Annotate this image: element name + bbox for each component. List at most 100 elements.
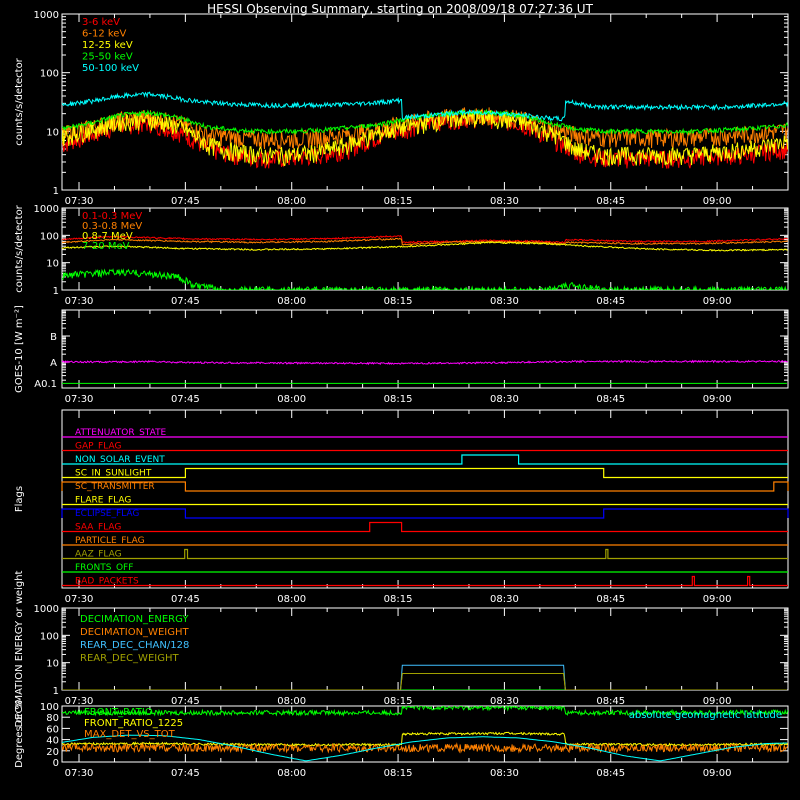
- annotation-label: absolute geomagnetic latitude: [629, 710, 782, 721]
- flag-line: [62, 467, 788, 479]
- legend-entry: 50-100 keV: [82, 63, 139, 74]
- x-tick-label: 08:45: [596, 768, 625, 779]
- flag-line: [62, 575, 788, 587]
- x-tick-label: 07:45: [171, 594, 200, 605]
- y-tick-label: 0: [53, 758, 59, 769]
- x-tick-label: 08:30: [490, 594, 519, 605]
- x-tick-label: 09:00: [703, 594, 732, 605]
- x-tick-label: 09:00: [703, 768, 732, 779]
- legend-entry: FRONT_RATIO: [84, 707, 153, 718]
- flag-line: [62, 454, 788, 465]
- legend-entry: 6-12 keV: [82, 29, 126, 40]
- x-tick-label: 07:45: [171, 696, 200, 707]
- x-tick-label: 07:45: [171, 394, 200, 405]
- x-tick-label: 07:45: [171, 296, 200, 307]
- series-line: [62, 734, 787, 762]
- flag-label: SC_IN_SUNLIGHT: [75, 469, 152, 479]
- y-tick-label: 10: [46, 659, 59, 670]
- y-tick-label: 1: [53, 186, 59, 197]
- flag-label: SAA_FLAG: [75, 523, 121, 533]
- flag-line: [61, 481, 789, 492]
- legend-entry: 0.8-7 MeV: [82, 231, 133, 242]
- y-tick-label: 60: [46, 724, 59, 735]
- y-tick-label: 100: [40, 631, 59, 642]
- flag-label: ECLIPSE_FLAG: [75, 509, 139, 519]
- flag-label: NON_SOLAR_EVENT: [75, 455, 165, 465]
- y-tick-label: B: [50, 332, 57, 343]
- series-group: [62, 706, 788, 762]
- x-tick-label: 07:30: [65, 768, 94, 779]
- flag-line: [61, 508, 789, 519]
- series-group: [62, 664, 787, 690]
- x-tick-label: 08:30: [490, 768, 519, 779]
- y-tick-label: 10: [46, 127, 59, 138]
- flag-line: [62, 548, 788, 560]
- y-tick-label: A: [50, 358, 57, 369]
- x-tick-label: 08:15: [384, 196, 413, 207]
- x-tick-label: 08:30: [490, 296, 519, 307]
- series-line: [62, 664, 787, 690]
- plot-frame: [61, 13, 789, 191]
- series-line: [62, 731, 788, 747]
- x-tick-label: 09:00: [703, 696, 732, 707]
- flag-label: SC_TRANSMITTER: [75, 482, 155, 492]
- x-tick-label: 07:30: [65, 594, 94, 605]
- flag-label: GAP_FLAG: [75, 442, 121, 452]
- x-tick-label: 08:30: [490, 196, 519, 207]
- y-axis-label: Degrees or %: [14, 700, 25, 768]
- x-tick-label: 07:30: [65, 296, 94, 307]
- series-group: [62, 234, 788, 290]
- x-tick-label: 08:45: [596, 196, 625, 207]
- x-tick-label: 08:30: [490, 394, 519, 405]
- series-line: [62, 234, 788, 244]
- legend-entry: 0.3-0.8 MeV: [82, 221, 142, 232]
- y-tick-label: 100: [40, 69, 59, 80]
- y-axis-label: DECIMATION ENERGY or weight: [14, 570, 25, 727]
- legend-entry: MAX_DET_VS_TOT: [84, 729, 176, 740]
- y-tick-label: 1000: [34, 204, 59, 215]
- y-tick-label: 1000: [34, 604, 59, 615]
- x-tick-label: 08:15: [384, 594, 413, 605]
- y-tick-label: A0.1: [34, 379, 57, 390]
- x-tick-label: 08:15: [384, 394, 413, 405]
- flag-label: AAZ_FLAG: [75, 550, 122, 560]
- series-line: [62, 673, 787, 690]
- y-tick-label: 1: [53, 686, 59, 697]
- x-tick-label: 08:15: [384, 768, 413, 779]
- x-tick-label: 08:00: [277, 696, 306, 707]
- plot-frame: [61, 409, 789, 589]
- x-tick-label: 07:30: [65, 696, 94, 707]
- series-group: [62, 359, 788, 384]
- series-group: [62, 91, 788, 169]
- x-tick-label: 08:15: [384, 296, 413, 307]
- x-tick-label: 09:00: [703, 196, 732, 207]
- y-tick-label: 20: [46, 747, 59, 758]
- legend-entry: FRONT_RATIO_1225: [84, 718, 183, 729]
- series-line: [62, 706, 788, 717]
- x-tick-label: 08:45: [596, 296, 625, 307]
- series-line: [62, 359, 788, 366]
- legend-entry: 25-50 keV: [82, 52, 133, 63]
- legend-entry: REAR_DEC_CHAN/128: [80, 640, 189, 651]
- legend-entry: 3-6 keV: [82, 17, 120, 28]
- y-tick-label: 100: [40, 231, 59, 242]
- x-tick-label: 08:00: [277, 594, 306, 605]
- y-tick-label: 1000: [34, 10, 59, 21]
- y-axis-label: counts/s/detector: [14, 204, 25, 292]
- x-tick-label: 08:45: [596, 594, 625, 605]
- x-tick-label: 07:30: [65, 394, 94, 405]
- x-tick-label: 07:45: [171, 196, 200, 207]
- y-tick-label: 80: [46, 713, 59, 724]
- legend-entry: 12-25 keV: [82, 40, 133, 51]
- flag-label: FLARE_FLAG: [75, 496, 131, 506]
- panels-group: 07:30 07:45 08:00 08:15 08:30 08:45 09:0011010…: [14, 10, 789, 779]
- series-line: [62, 108, 788, 167]
- legend-entry: DECIMATION_WEIGHT: [80, 627, 189, 638]
- x-tick-label: 08:30: [490, 696, 519, 707]
- x-tick-label: 09:00: [703, 394, 732, 405]
- chart-title: HESSI Observing Summary, starting on 200…: [207, 2, 593, 16]
- x-tick-label: 08:15: [384, 696, 413, 707]
- legend-entry: 0.1-0.3 MeV: [82, 211, 142, 222]
- y-tick-label: 100: [40, 702, 59, 713]
